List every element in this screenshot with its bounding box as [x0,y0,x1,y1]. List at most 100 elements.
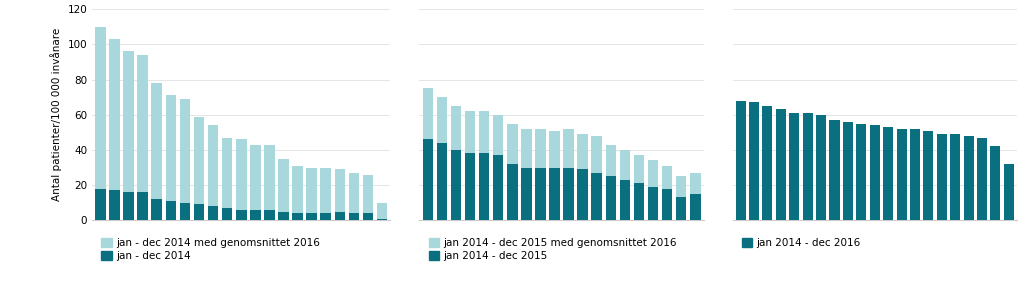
Bar [749,103,759,220]
Bar [577,169,588,220]
Bar [264,145,275,210]
Bar [137,192,148,220]
Bar [422,139,433,220]
Bar [856,124,867,220]
Bar [896,129,907,220]
Bar [507,124,517,164]
Bar [923,131,933,220]
Bar [762,106,773,220]
Bar [577,134,588,169]
Bar [95,188,105,220]
Bar [292,213,303,220]
Bar [676,176,687,197]
Bar [451,106,461,150]
Bar [363,213,373,220]
Bar [321,213,331,220]
Bar [194,204,204,220]
Bar [549,131,560,168]
Bar [124,192,134,220]
Bar [605,145,616,176]
Bar [436,97,448,143]
Bar [377,218,387,220]
Bar [521,168,531,220]
Bar [634,183,644,220]
Bar [264,210,275,220]
Bar [736,101,746,220]
Bar [236,210,246,220]
Bar [619,150,631,180]
Bar [222,138,232,208]
Bar [236,139,246,210]
Bar [278,159,289,211]
Bar [307,213,317,220]
Bar [592,173,602,220]
Bar [207,206,219,220]
Legend: jan 2014 - dec 2015 med genomsnittet 2016, jan 2014 - dec 2015: jan 2014 - dec 2015 med genomsnittet 201… [424,234,681,265]
Bar [292,166,303,213]
Bar [1004,164,1014,220]
Bar [307,168,317,213]
Bar [549,168,560,220]
Bar [194,117,204,204]
Bar [937,134,946,220]
Bar [180,203,190,220]
Bar [536,168,546,220]
Bar [990,146,1001,220]
Bar [883,127,893,220]
Bar [563,168,574,220]
Bar [521,129,531,168]
Bar [648,160,658,187]
Bar [676,197,687,220]
Bar [334,169,345,211]
Bar [222,208,232,220]
Bar [690,173,700,194]
Bar [166,95,176,201]
Bar [278,211,289,220]
Bar [536,129,546,168]
Bar [109,39,120,190]
Bar [507,164,517,220]
Bar [605,176,616,220]
Bar [465,111,475,154]
Bar [870,125,880,220]
Bar [479,111,490,154]
Bar [151,83,162,199]
Bar [377,203,387,218]
Bar [843,122,853,220]
Bar [662,188,672,220]
Bar [802,113,812,220]
Bar [321,168,331,213]
Bar [349,213,359,220]
Bar [363,174,373,213]
Bar [479,154,490,220]
Bar [493,155,504,220]
Bar [662,166,672,188]
Bar [451,150,461,220]
Bar [910,129,920,220]
Bar [690,194,700,220]
Bar [180,99,190,203]
Bar [789,113,799,220]
Bar [250,145,261,210]
Bar [436,143,448,220]
Bar [95,27,105,188]
Bar [964,136,974,220]
Y-axis label: Antal patienter/100 000 invånare: Antal patienter/100 000 invånare [50,28,61,201]
Bar [207,125,219,206]
Bar [619,180,631,220]
Bar [250,210,261,220]
Bar [950,134,961,220]
Bar [776,110,786,220]
Bar [124,51,134,192]
Bar [334,211,345,220]
Bar [592,136,602,173]
Legend: jan 2014 - dec 2016: jan 2014 - dec 2016 [738,234,865,252]
Bar [166,201,176,220]
Bar [137,55,148,192]
Bar [977,138,987,220]
Bar [493,115,504,155]
Bar [817,115,826,220]
Bar [563,129,574,168]
Bar [109,190,120,220]
Bar [151,199,162,220]
